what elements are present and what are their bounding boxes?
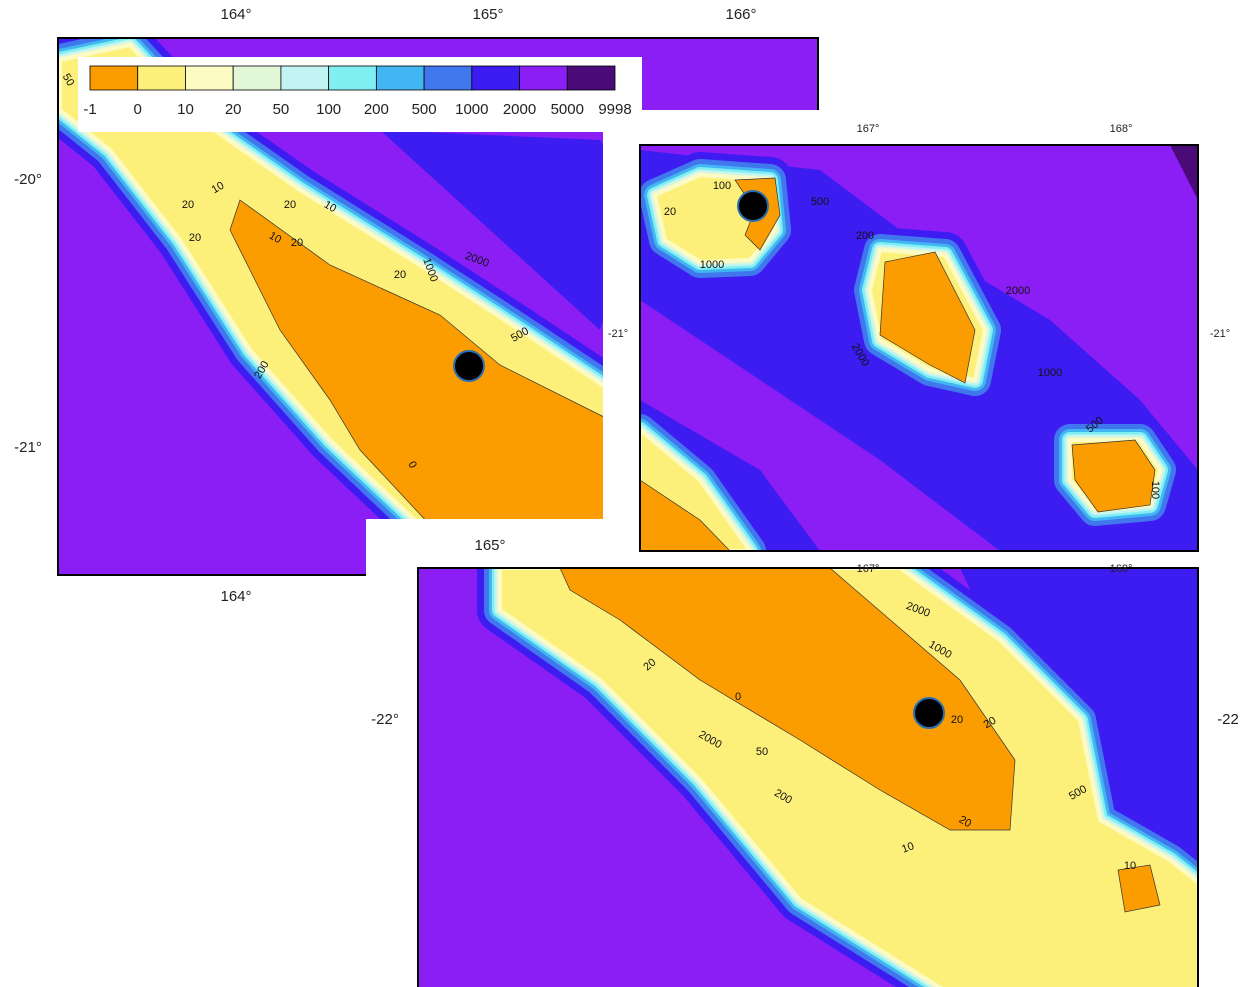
axis-label: -20°	[14, 171, 42, 188]
contour-label: 10	[1124, 860, 1136, 872]
map-panel-2	[640, 145, 1198, 551]
contour-label: 1000	[1038, 367, 1062, 379]
colorbar-swatch	[472, 66, 520, 90]
axis-label: 168°	[1110, 563, 1133, 575]
map-figure: -101020501002005001000200050009998 164°1…	[0, 0, 1241, 987]
axis-label: 166°	[725, 6, 756, 23]
axis-label: 164°	[220, 6, 251, 23]
contour-label: 100	[1149, 481, 1161, 499]
axis-label: 165°	[472, 6, 503, 23]
axis-label: 167°	[857, 123, 880, 135]
colorbar-label: 2000	[503, 101, 536, 118]
axis-label: -21°	[14, 439, 42, 456]
contour-label: 100	[713, 180, 731, 192]
contour-label: 1000	[700, 259, 724, 271]
axis-label: 168°	[1110, 123, 1133, 135]
axis-label: -22	[1217, 711, 1239, 728]
colorbar-label: 200	[364, 101, 389, 118]
axis-label: -21°	[1210, 328, 1230, 340]
colorbar-label: 10	[177, 101, 194, 118]
colorbar-label: 5000	[551, 101, 584, 118]
contour-label: 20	[951, 714, 963, 726]
colorbar-label: 100	[316, 101, 341, 118]
colorbar-label: 0	[134, 101, 142, 118]
colorbar-swatch	[567, 66, 615, 90]
contour-label: 50	[756, 746, 768, 758]
colorbar-label: 20	[225, 101, 242, 118]
colorbar-swatch	[376, 66, 424, 90]
colorbar-label: -1	[83, 101, 96, 118]
colorbar-swatch	[185, 66, 233, 90]
colorbar-swatch	[281, 66, 329, 90]
contour-label: 2000	[1006, 285, 1030, 297]
map-panel-3	[418, 568, 1220, 987]
colorbar-swatch	[138, 66, 186, 90]
location-marker	[914, 698, 944, 728]
axis-label: 164°	[220, 588, 251, 605]
contour-label: 500	[811, 196, 829, 208]
axis-label: 165°	[474, 537, 505, 554]
location-marker	[454, 351, 484, 381]
axis-label: 167°	[857, 563, 880, 575]
contour-label: 20	[189, 232, 201, 244]
colorbar-label: 1000	[455, 101, 488, 118]
colorbar-label: 9998	[598, 101, 631, 118]
contour-label: 20	[664, 206, 676, 218]
location-marker	[738, 191, 768, 221]
colorbar-label: 50	[273, 101, 290, 118]
colorbar-swatch	[329, 66, 377, 90]
contour-label: 20	[291, 237, 303, 249]
colorbar-swatch	[233, 66, 281, 90]
contour-label: 20	[394, 269, 406, 281]
colorbar-swatch	[90, 66, 138, 90]
contour-label: 20	[284, 199, 296, 211]
axis-label: -22°	[371, 711, 399, 728]
colorbar-swatch	[424, 66, 472, 90]
contour-label: 200	[856, 230, 874, 242]
contour-label: 20	[182, 199, 194, 211]
contour-label: 0	[735, 691, 741, 703]
axis-label: -21°	[608, 328, 628, 340]
colorbar-label: 500	[412, 101, 437, 118]
colorbar-swatch	[520, 66, 568, 90]
